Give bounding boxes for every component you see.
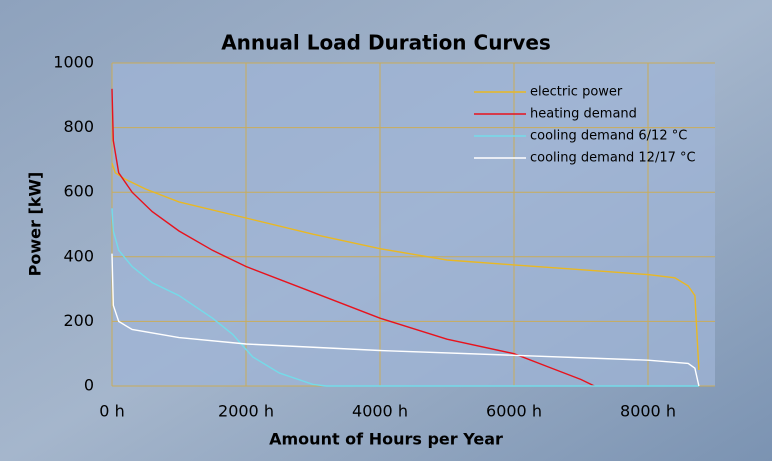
y-tick-label: 800	[63, 117, 94, 136]
x-tick-label: 4000 h	[352, 402, 408, 421]
y-axis-label: Power [kW]	[26, 172, 45, 277]
chart-title: Annual Load Duration Curves	[221, 31, 551, 55]
y-tick-label: 400	[63, 246, 94, 265]
x-tick-label: 0 h	[99, 402, 124, 421]
page: Annual Load Duration Curves Amount of Ho…	[0, 0, 772, 461]
chart: Annual Load Duration Curves Amount of Ho…	[0, 0, 772, 461]
x-tick-label: 8000 h	[620, 402, 676, 421]
x-axis-label: Amount of Hours per Year	[269, 430, 503, 449]
y-tick-label: 0	[84, 376, 94, 395]
legend-label: electric power	[530, 85, 623, 100]
x-tick-label: 2000 h	[218, 402, 274, 421]
y-tick-label: 600	[63, 182, 94, 201]
y-tick-label: 1000	[53, 53, 94, 72]
y-tick-label: 200	[63, 311, 94, 330]
legend-label: cooling demand 12/17 °C	[530, 151, 696, 166]
x-tick-label: 6000 h	[486, 402, 542, 421]
legend-label: cooling demand 6/12 °C	[530, 129, 687, 144]
legend-label: heating demand	[530, 107, 637, 122]
